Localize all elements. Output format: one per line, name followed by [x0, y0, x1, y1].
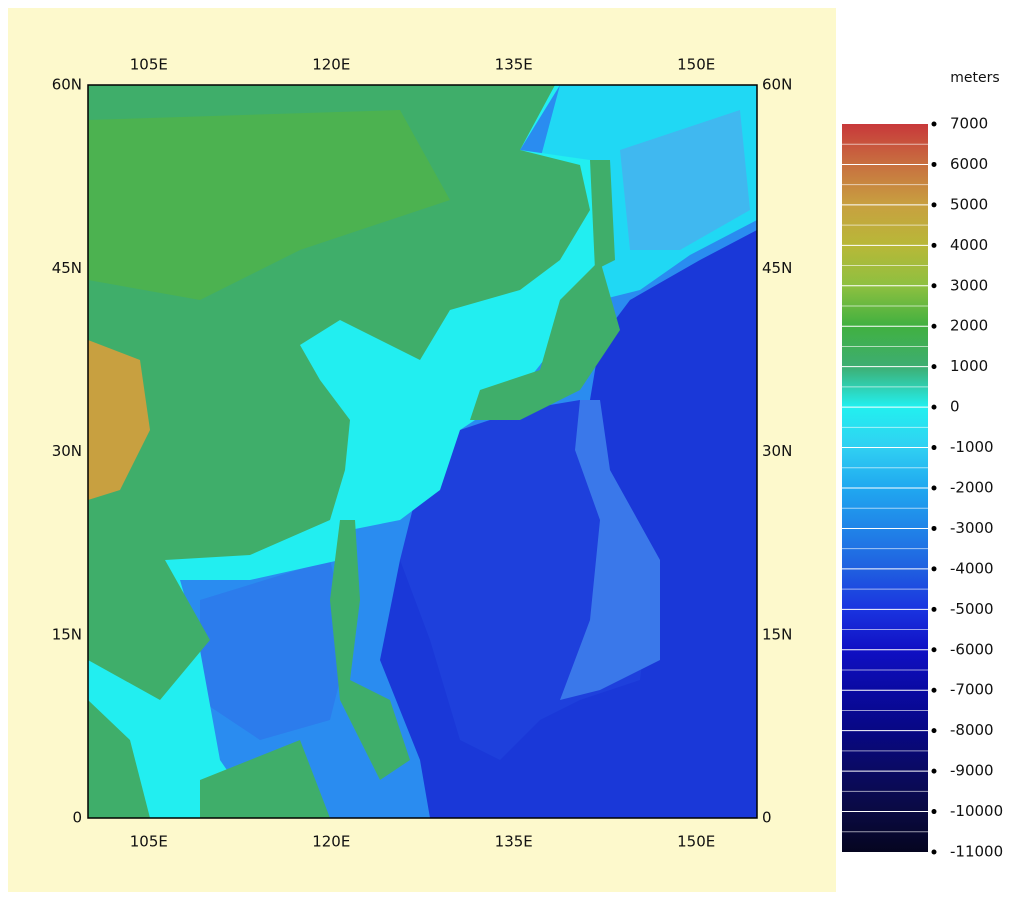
- lat-label: 0: [72, 809, 82, 827]
- tick-mark: [931, 768, 937, 774]
- tick-mark: [931, 121, 937, 127]
- tick-mark: [931, 323, 937, 329]
- lon-label: 120E: [312, 833, 350, 851]
- colorbar-tick-label: 2000: [950, 317, 988, 335]
- map-area: [88, 85, 757, 818]
- colorbar-tick-label: -11000: [950, 843, 1003, 861]
- tick-mark: [931, 728, 937, 734]
- colorbar-unit: meters: [950, 70, 999, 86]
- colorbar-tick-label: -9000: [950, 762, 994, 780]
- tick-mark: [931, 647, 937, 653]
- lat-label: 45N: [52, 259, 82, 277]
- colorbar-tick-label: -8000: [950, 721, 994, 739]
- colorbar-tick-label: 0: [950, 398, 960, 416]
- colorbar-tick-label: 4000: [950, 236, 988, 254]
- colorbar-tick-label: -4000: [950, 559, 994, 577]
- land: [470, 260, 620, 420]
- lat-label: 45N: [762, 259, 792, 277]
- lon-label: 150E: [677, 833, 715, 851]
- colorbar-tick-label: -6000: [950, 640, 994, 658]
- lon-label: 150E: [677, 56, 715, 74]
- colorbar-tick-label: -5000: [950, 600, 994, 618]
- lon-label: 105E: [130, 833, 168, 851]
- tick-mark: [931, 809, 937, 815]
- land: [88, 700, 150, 818]
- lat-label: 30N: [52, 442, 82, 460]
- lat-label: 30N: [762, 442, 792, 460]
- colorbar-tick-label: 1000: [950, 357, 988, 375]
- colorbar-tick-label: 5000: [950, 195, 988, 213]
- tick-mark: [931, 242, 937, 248]
- map-frame: [87, 84, 758, 819]
- lon-label: 105E: [130, 56, 168, 74]
- highland: [88, 340, 150, 500]
- sea-basin: [200, 560, 350, 740]
- colorbar-tick-label: 3000: [950, 276, 988, 294]
- tick-mark: [931, 849, 937, 855]
- lat-label: 60N: [52, 76, 82, 94]
- lon-label: 120E: [312, 56, 350, 74]
- plateau: [88, 110, 450, 300]
- tick-mark: [931, 566, 937, 572]
- tick-mark: [931, 606, 937, 612]
- ridge: [560, 400, 660, 700]
- lon-label: 135E: [495, 833, 533, 851]
- tick-mark: [931, 283, 937, 289]
- tick-mark: [931, 364, 937, 370]
- lat-label: 0: [762, 809, 772, 827]
- colorbar-tick-label: -2000: [950, 479, 994, 497]
- lon-label: 135E: [495, 56, 533, 74]
- colorbar-tick-label: -10000: [950, 802, 1003, 820]
- land: [590, 160, 615, 270]
- lat-label: 15N: [762, 625, 792, 643]
- tick-mark: [931, 687, 937, 693]
- colorbar-tick-label: 6000: [950, 155, 988, 173]
- tick-mark: [931, 485, 937, 491]
- tick-mark: [931, 161, 937, 167]
- land: [200, 740, 330, 818]
- colorbar-tick-label: -7000: [950, 681, 994, 699]
- tick-mark: [931, 525, 937, 531]
- tick-mark: [931, 404, 937, 410]
- land: [330, 520, 410, 780]
- tick-mark: [931, 445, 937, 451]
- sea-basin: [620, 110, 750, 250]
- tick-mark: [931, 202, 937, 208]
- colorbar-tick-label: -1000: [950, 438, 994, 456]
- lat-label: 60N: [762, 76, 792, 94]
- colorbar-tick-label: 7000: [950, 115, 988, 133]
- colorbar-tick-label: -3000: [950, 519, 994, 537]
- lat-label: 15N: [52, 625, 82, 643]
